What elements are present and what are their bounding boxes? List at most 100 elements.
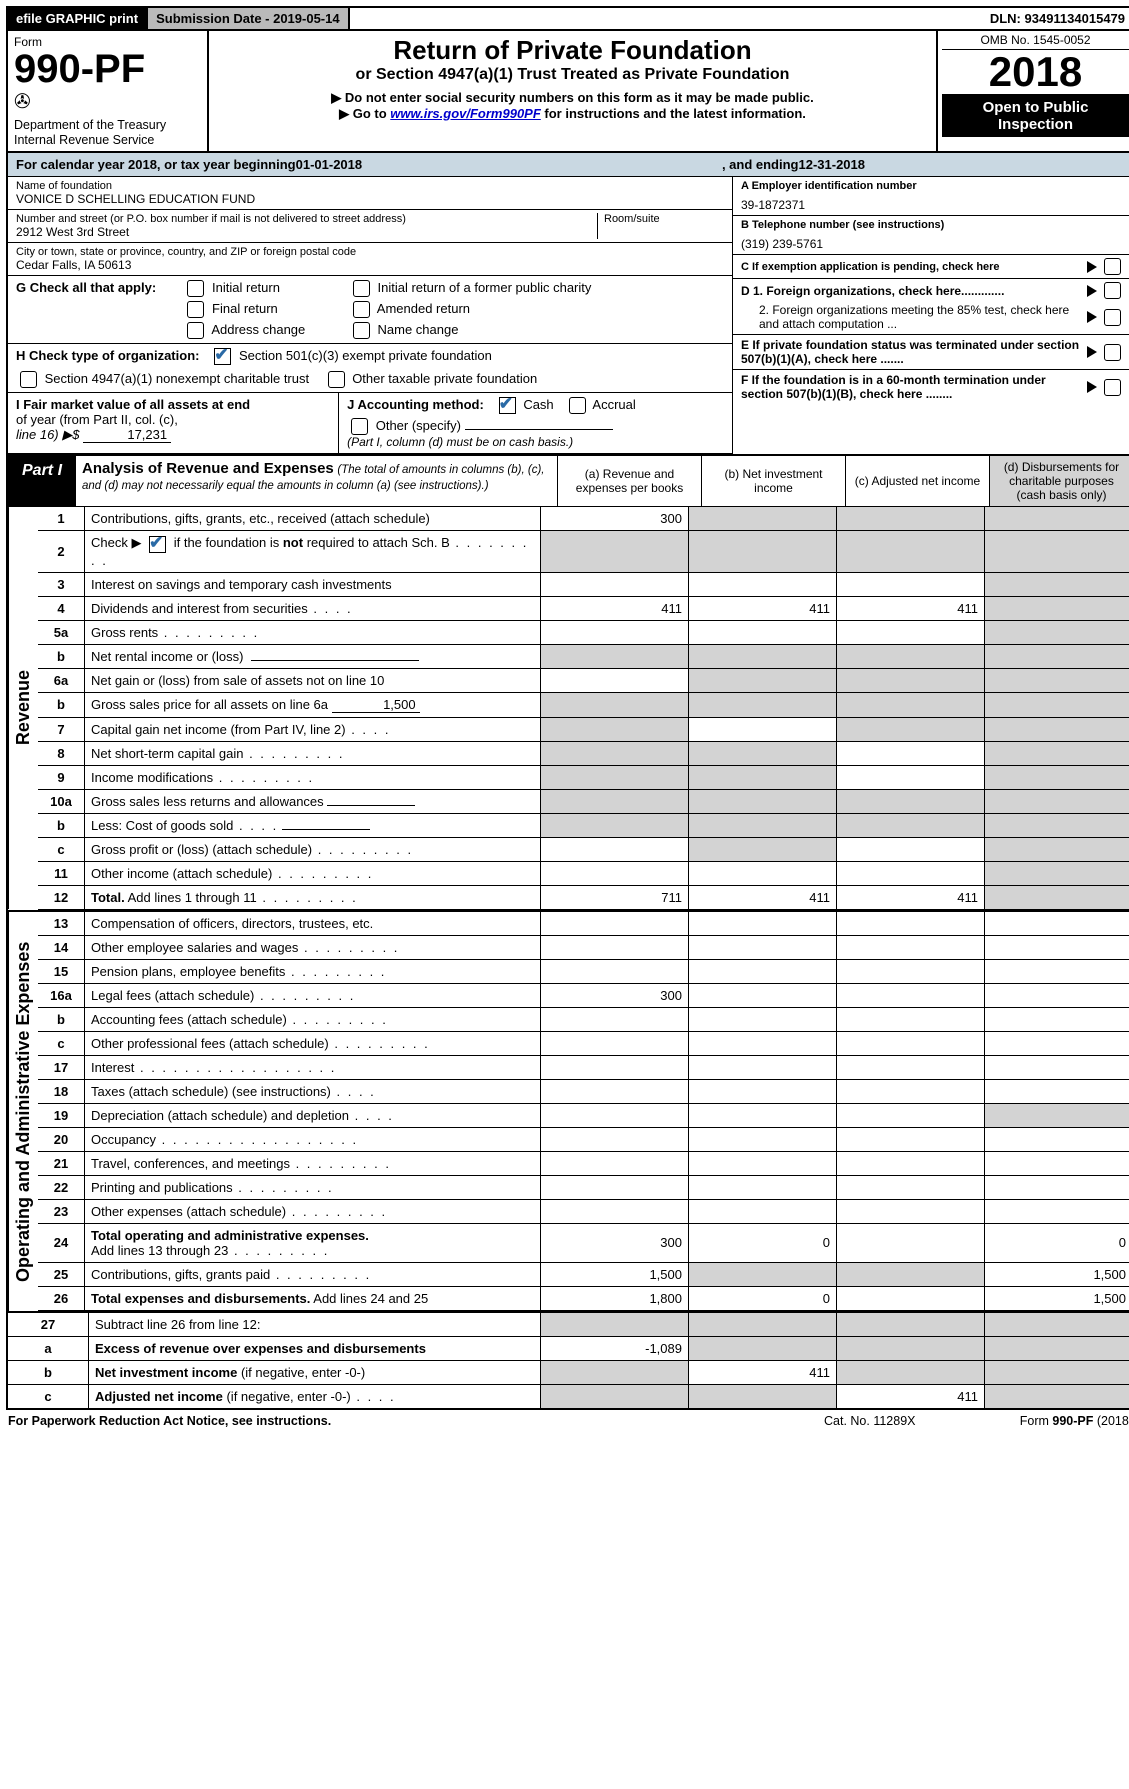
table-row: 13Compensation of officers, directors, t… bbox=[38, 912, 1129, 936]
f-checkbox[interactable] bbox=[1104, 379, 1121, 396]
r24-col-d: 0 bbox=[985, 1223, 1129, 1262]
expenses-table: 13Compensation of officers, directors, t… bbox=[38, 912, 1129, 1311]
table-row: bGross sales price for all assets on lin… bbox=[38, 692, 1129, 717]
page-footer: For Paperwork Reduction Act Notice, see … bbox=[6, 1410, 1129, 1432]
i-j-section: I Fair market value of all assets at end… bbox=[8, 393, 732, 454]
arrow-right-icon bbox=[1087, 346, 1097, 358]
room-suite-label: Room/suite bbox=[604, 213, 724, 225]
other-taxable-checkbox[interactable] bbox=[328, 371, 345, 388]
expenses-vertical-label: Operating and Administrative Expenses bbox=[8, 912, 38, 1311]
c-exemption-label: C If exemption application is pending, c… bbox=[741, 261, 1087, 273]
telephone-value: (319) 239-5761 bbox=[741, 237, 1125, 251]
cogs-input[interactable] bbox=[282, 829, 370, 830]
table-row: 3Interest on savings and temporary cash … bbox=[38, 572, 1129, 596]
table-row: 25Contributions, gifts, grants paid1,500… bbox=[38, 1262, 1129, 1286]
table-row: 18Taxes (attach schedule) (see instructi… bbox=[38, 1079, 1129, 1103]
r4-col-c: 411 bbox=[837, 596, 985, 620]
col-c-header: (c) Adjusted net income bbox=[845, 456, 989, 506]
efile-graphic-print: efile GRAPHIC print bbox=[8, 8, 146, 29]
accrual-checkbox[interactable] bbox=[569, 397, 586, 414]
table-row: 21Travel, conferences, and meetings bbox=[38, 1151, 1129, 1175]
table-row: 15Pension plans, employee benefits bbox=[38, 959, 1129, 983]
fmv-label-3: line 16) ▶$ bbox=[16, 427, 79, 442]
table-row: 17Interest bbox=[38, 1055, 1129, 1079]
other-method-input[interactable] bbox=[465, 429, 613, 430]
r1-col-a: 300 bbox=[541, 507, 689, 531]
r4-col-a: 411 bbox=[541, 596, 689, 620]
amended-return-checkbox[interactable] bbox=[353, 301, 370, 318]
sch-b-checkbox[interactable] bbox=[149, 536, 166, 553]
d2-checkbox[interactable] bbox=[1104, 309, 1121, 326]
street-address: 2912 West 3rd Street bbox=[16, 225, 597, 239]
r27b-col-b: 411 bbox=[689, 1360, 837, 1384]
calendar-year-line: For calendar year 2018, or tax year begi… bbox=[8, 153, 1129, 177]
r27a-col-a: -1,089 bbox=[541, 1336, 689, 1360]
table-row: bLess: Cost of goods sold bbox=[38, 813, 1129, 837]
initial-return-checkbox[interactable] bbox=[187, 280, 204, 297]
cash-basis-note: (Part I, column (d) must be on cash basi… bbox=[347, 435, 724, 449]
table-row: 12Total. Add lines 1 through 11711411411 bbox=[38, 885, 1129, 909]
open-to-public: Open to Public Inspection bbox=[942, 95, 1129, 137]
col-a-header: (a) Revenue and expenses per books bbox=[557, 456, 701, 506]
f-label: F If the foundation is in a 60-month ter… bbox=[741, 373, 1087, 401]
address-change-checkbox[interactable] bbox=[187, 322, 204, 339]
initial-former-checkbox[interactable] bbox=[353, 280, 370, 297]
r16a-col-a: 300 bbox=[541, 983, 689, 1007]
cash-checkbox[interactable] bbox=[499, 397, 516, 414]
telephone-label: B Telephone number (see instructions) bbox=[741, 219, 1125, 231]
table-row: 27Subtract line 26 from line 12: bbox=[8, 1313, 1129, 1337]
part-1-title: Analysis of Revenue and Expenses bbox=[82, 460, 334, 477]
fmv-value: 17,231 bbox=[83, 427, 171, 443]
r25-col-a: 1,500 bbox=[541, 1262, 689, 1286]
r12-col-b: 411 bbox=[689, 885, 837, 909]
section-4947-checkbox[interactable] bbox=[20, 371, 37, 388]
table-row: cOther professional fees (attach schedul… bbox=[38, 1031, 1129, 1055]
tax-year: 2018 bbox=[942, 50, 1129, 95]
foundation-info: Name of foundation VONICE D SCHELLING ED… bbox=[8, 177, 1129, 454]
r4-col-b: 411 bbox=[689, 596, 837, 620]
d1-checkbox[interactable] bbox=[1104, 282, 1121, 299]
line-27-section: 27Subtract line 26 from line 12: aExcess… bbox=[8, 1311, 1129, 1408]
table-row: 23Other expenses (attach schedule) bbox=[38, 1199, 1129, 1223]
table-row: 8Net short-term capital gain bbox=[38, 741, 1129, 765]
other-method-checkbox[interactable] bbox=[351, 418, 368, 435]
arrow-right-icon bbox=[1087, 381, 1097, 393]
expenses-section: Operating and Administrative Expenses 13… bbox=[8, 910, 1129, 1311]
part-1-tag: Part I bbox=[8, 456, 76, 506]
form-subtitle: or Section 4947(a)(1) Trust Treated as P… bbox=[215, 66, 930, 84]
table-row: 5aGross rents bbox=[38, 620, 1129, 644]
ein-value: 39-1872371 bbox=[741, 198, 1125, 212]
r27c-col-c: 411 bbox=[837, 1384, 985, 1408]
section-501c3-checkbox[interactable] bbox=[214, 348, 231, 365]
r26-col-b: 0 bbox=[689, 1286, 837, 1310]
revenue-vertical-label: Revenue bbox=[8, 507, 38, 909]
col-b-header: (b) Net investment income bbox=[701, 456, 845, 506]
submission-date: Submission Date - 2019-05-14 bbox=[146, 8, 350, 29]
table-row: bNet rental income or (loss) bbox=[38, 644, 1129, 668]
rental-income-input[interactable] bbox=[251, 660, 419, 661]
final-return-checkbox[interactable] bbox=[187, 301, 204, 318]
instructions-line: ▶ Go to www.irs.gov/Form990PF for instru… bbox=[215, 106, 930, 122]
table-row: 22Printing and publications bbox=[38, 1175, 1129, 1199]
gross-sales-input[interactable] bbox=[327, 805, 415, 806]
table-row: 10aGross sales less returns and allowanc… bbox=[38, 789, 1129, 813]
name-change-checkbox[interactable] bbox=[353, 322, 370, 339]
r12-col-c: 411 bbox=[837, 885, 985, 909]
c-checkbox[interactable] bbox=[1104, 258, 1121, 275]
arrow-right-icon bbox=[1087, 261, 1097, 273]
table-row: 6aNet gain or (loss) from sale of assets… bbox=[38, 668, 1129, 692]
tax-year-end: 12-31-2018 bbox=[799, 157, 866, 172]
instructions-link[interactable]: www.irs.gov/Form990PF bbox=[390, 106, 541, 121]
r6b-value: 1,500 bbox=[332, 697, 420, 713]
arrow-right-icon bbox=[1087, 311, 1097, 323]
accounting-method-label: J Accounting method: bbox=[347, 397, 484, 412]
form-number: 990-PF bbox=[14, 49, 145, 89]
d2-label: 2. Foreign organizations meeting the 85%… bbox=[741, 303, 1087, 331]
revenue-table: 1Contributions, gifts, grants, etc., rec… bbox=[38, 507, 1129, 909]
table-row: 1Contributions, gifts, grants, etc., rec… bbox=[38, 507, 1129, 531]
city-state-zip: Cedar Falls, IA 50613 bbox=[16, 258, 724, 272]
table-row: 24Total operating and administrative exp… bbox=[38, 1223, 1129, 1262]
e-checkbox[interactable] bbox=[1104, 344, 1121, 361]
fmv-label-1: I Fair market value of all assets at end bbox=[16, 397, 330, 412]
col-d-header: (d) Disbursements for charitable purpose… bbox=[989, 456, 1129, 506]
